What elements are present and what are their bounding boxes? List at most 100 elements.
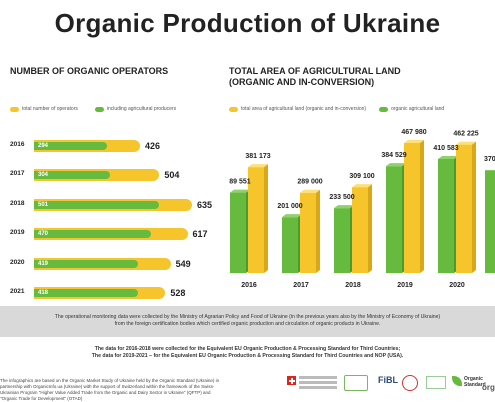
footer-text: The infographics are based on the Organi… [0,378,220,401]
value-label-total: 467 980 [401,129,426,136]
x-tick-label: 2016 [241,282,257,289]
x-tick-label: 2017 [293,282,309,289]
land-legend: total area of agricultural land (organic… [229,106,444,112]
value-label-total: 289 000 [297,179,322,186]
partial-logo: orga [482,383,495,392]
fibl-logo: FiBL [378,375,398,385]
year-label: 2019 [10,229,25,237]
legend-organic-label: organic agricultural land [391,106,445,112]
value-label-organic: 233 500 [329,194,354,201]
bar-total-2016 [248,167,264,273]
bar-organic-2019 [386,166,402,273]
operators-row-2019: 2019 470 617 [10,228,225,241]
operators-title: NUMBER OF ORGANIC OPERATORS [10,66,169,76]
organic-standard-logo: Organic Standard [464,376,486,388]
operators-legend: total number of operators including agri… [10,106,176,112]
bar-organic-2017-top [282,214,302,218]
bar-total-2020 [456,144,472,273]
swiss-admin-logo [299,376,337,379]
bar-organic-2018 [334,208,350,273]
operators-row-2016: 2016 294 426 [10,140,225,152]
bar-total-2020-top [456,141,476,145]
land-title-line1: TOTAL AREA OF AGRICULTURAL LAND [229,66,401,76]
bar-total-2018-top [352,184,372,188]
bar-total-2019-top [404,140,424,143]
year-label: 2018 [10,199,25,207]
bar-total-2018-side [368,184,372,273]
year-label: 2016 [10,141,25,148]
operators-row-2017: 2017 304 504 [10,169,225,182]
bar-total-2017-top [300,189,320,193]
year-label: 2020 [10,258,25,266]
organic-standard-leaf-icon [452,376,462,386]
bar-organic-partial [485,170,495,273]
bar-organic-2020 [438,158,454,273]
value-label-agri: 418 [38,290,49,296]
x-tick-label: 2020 [449,282,465,289]
value-label-agri: 419 [38,260,49,267]
bar-agri-producers [34,171,110,180]
bar-agri-producers [34,200,159,209]
x-tick-label: 2018 [345,282,361,289]
value-label-partial: 370 1 [484,156,495,163]
bar-agri-producers [34,142,108,150]
value-label-total: 381 173 [245,153,270,160]
bar-total-2017-side [316,189,320,273]
legend-total-swatch [10,106,19,112]
legend-agri-label: including agricultural producers [106,106,177,112]
partner-logo-1 [402,375,418,391]
band-note-line2: from the foreign certification bodies wh… [114,321,381,327]
data-note-line1: The data for 2016-2018 were collected fo… [94,346,401,352]
year-label: 2017 [10,170,25,178]
notes-band [0,306,495,337]
land-chart: 289 551 381 173 2016 201 000 289 000 2017 233 … [229,129,495,289]
value-label-total: 462 225 [453,131,478,138]
x-tick-label: 2019 [397,282,413,289]
value-label-total: 635 [197,199,213,210]
ota-logo [344,375,368,391]
data-note-line2: The data for 2019-2021 – for the Equival… [91,353,404,359]
value-label-organic: 201 000 [277,203,302,210]
bar-agri-producers [34,289,138,297]
bar-total-2019-side [420,140,424,273]
value-label-total: 426 [144,141,161,151]
bar-total-2016-side [264,164,268,273]
operators-row-2020: 2020 419 549 [10,257,225,270]
bar-total-2017 [300,192,316,273]
year-label: 2021 [10,288,25,295]
bar-total-2019 [404,143,420,273]
value-label-agri: 470 [38,231,49,238]
legend-total-label: total number of operators [22,106,78,112]
value-label-organic: 289 551 [229,179,251,186]
swiss-flag-icon [287,376,296,385]
operators-row-2018: 2018 501 635 [10,198,225,211]
value-label-agri: 501 [38,201,49,208]
operators-row-2021: 2021 418 528 [10,287,225,299]
bar-organic-2016 [230,192,246,273]
band-note-line1: The operational monitoring data were col… [54,314,441,320]
value-label-organic: 410 583 [433,145,458,152]
value-label-total: 504 [164,170,180,181]
bar-agri-producers [34,259,139,268]
page-title: Organic Production of Ukraine [54,8,441,38]
legend-land-total-label: total area of agricultural land (organic… [241,106,367,112]
legend-organic-swatch [379,106,389,112]
value-label-total: 528 [170,288,186,298]
value-label-total: 309 100 [349,173,374,180]
value-label-agri: 294 [38,143,49,149]
bar-total-2016-top [248,164,268,168]
bar-total-2020-side [472,141,476,273]
legend-agri-swatch [94,106,104,112]
bar-organic-2017 [282,217,298,273]
bar-organic-2016-top [230,189,250,193]
value-label-agri: 304 [38,172,49,179]
partner-logo-2 [426,376,446,389]
bar-organic-2019-top [386,163,406,167]
value-label-total: 617 [192,229,208,240]
value-label-organic: 384 529 [381,152,406,159]
land-title: TOTAL AREA OF AGRICULTURAL LAND (ORGANIC… [229,66,401,88]
value-label-total: 549 [175,258,191,269]
bar-total-2018 [352,187,368,273]
bar-organic-2018-top [334,205,354,209]
bar-agri-producers [34,230,151,239]
